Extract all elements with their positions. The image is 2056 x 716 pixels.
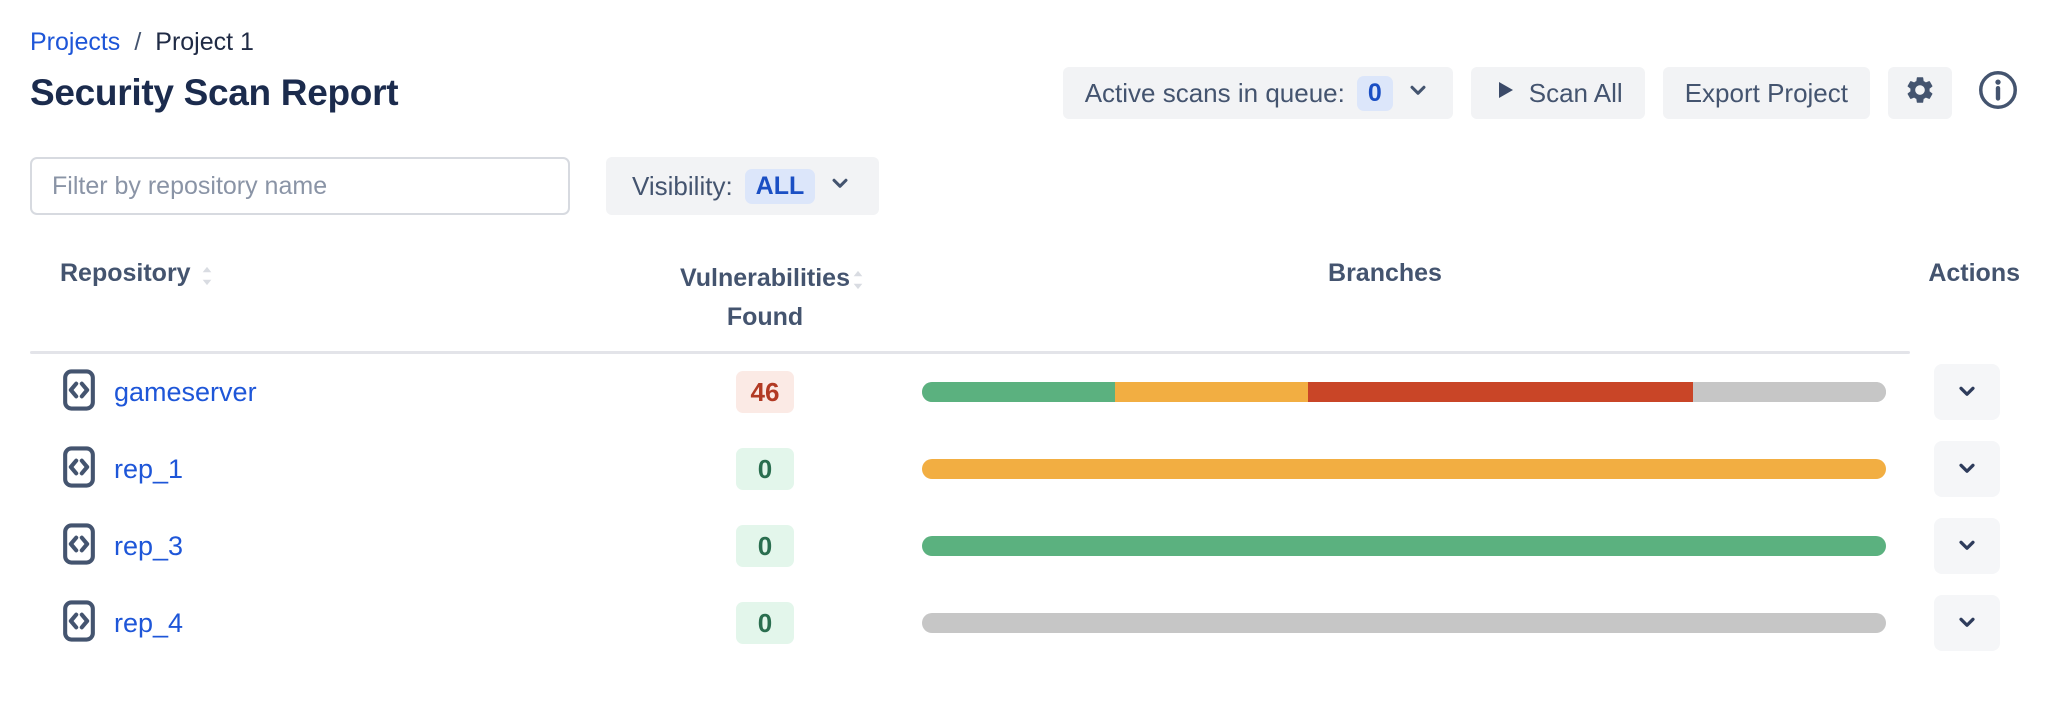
- chevron-down-icon: [1405, 77, 1431, 110]
- visibility-label: Visibility:: [632, 170, 733, 201]
- actions-cell: [1910, 518, 2026, 574]
- filter-row: Visibility: ALL: [30, 157, 2026, 215]
- column-header-actions: Actions: [1928, 259, 2020, 287]
- security-scan-report-page: Projects / Project 1 Security Scan Repor…: [30, 28, 2026, 662]
- vulnerability-count-badge: 46: [736, 371, 794, 413]
- repository-link[interactable]: rep_4: [114, 607, 184, 638]
- row-actions-dropdown[interactable]: [1934, 441, 2000, 497]
- scan-all-button[interactable]: Scan All: [1470, 67, 1645, 119]
- vulnerability-count-badge: 0: [736, 602, 794, 644]
- table-row: rep_3 0: [30, 508, 2026, 585]
- info-circle-icon: [1976, 68, 2020, 119]
- repository-link[interactable]: gameserver: [114, 376, 257, 407]
- branch-segment-failed: [1307, 382, 1694, 402]
- export-project-label: Export Project: [1684, 77, 1848, 108]
- repository-code-icon: [60, 368, 98, 417]
- table-body: gameserver 46 rep_1: [30, 354, 2026, 662]
- repository-cell: rep_1: [30, 445, 670, 494]
- branch-segment-success: [922, 536, 1886, 556]
- repository-code-icon: [60, 445, 98, 494]
- column-header-branches: Branches: [1328, 259, 1442, 287]
- vulnerabilities-cell: 0: [670, 602, 860, 644]
- repository-code-icon: [60, 599, 98, 648]
- branches-bar: [922, 613, 1886, 633]
- vulnerabilities-cell: 0: [670, 525, 860, 567]
- repositories-table: Repository Vulnerabilities Found Branche…: [30, 259, 2026, 662]
- row-actions-dropdown[interactable]: [1934, 595, 2000, 651]
- repository-filter-input[interactable]: [30, 157, 570, 215]
- chevron-down-icon: [1954, 455, 1980, 484]
- chevron-down-icon: [827, 170, 853, 203]
- breadcrumb: Projects / Project 1: [30, 28, 2026, 57]
- vulnerability-count-badge: 0: [736, 525, 794, 567]
- row-actions-dropdown[interactable]: [1934, 518, 2000, 574]
- branch-segment-warning: [922, 459, 1886, 479]
- table-header: Repository Vulnerabilities Found Branche…: [30, 259, 2026, 337]
- page-header: Security Scan Report Active scans in que…: [30, 67, 2026, 119]
- info-button[interactable]: [1970, 67, 2026, 119]
- actions-cell: [1910, 441, 2026, 497]
- export-project-button[interactable]: Export Project: [1662, 67, 1870, 119]
- breadcrumb-current-project: Project 1: [155, 28, 254, 56]
- gear-icon: [1904, 74, 1936, 113]
- toolbar: Active scans in queue: 0 Scan All Export…: [1062, 67, 2026, 119]
- branches-cell: [860, 382, 1910, 402]
- table-row: gameserver 46: [30, 354, 2026, 431]
- active-scans-count-badge: 0: [1356, 75, 1393, 111]
- vulnerabilities-cell: 46: [670, 371, 860, 413]
- table-header-divider: [30, 350, 1910, 354]
- branch-segment-none: [1693, 382, 1886, 402]
- chevron-down-icon: [1954, 532, 1980, 561]
- branches-cell: [860, 459, 1910, 479]
- visibility-value-badge: ALL: [744, 168, 816, 204]
- table-row: rep_1 0: [30, 431, 2026, 508]
- active-scans-dropdown[interactable]: Active scans in queue: 0: [1062, 67, 1453, 119]
- breadcrumb-projects-link[interactable]: Projects: [30, 28, 121, 56]
- column-header-vulnerabilities[interactable]: Vulnerabilities Found: [670, 259, 863, 337]
- breadcrumb-separator: /: [134, 28, 142, 56]
- branch-segment-warning: [1114, 382, 1308, 402]
- branch-segment-success: [922, 382, 1115, 402]
- column-header-repository[interactable]: Repository: [30, 259, 670, 296]
- chevron-down-icon: [1954, 378, 1980, 407]
- repository-cell: rep_4: [30, 599, 670, 648]
- play-icon: [1493, 78, 1517, 109]
- branches-bar: [922, 382, 1886, 402]
- settings-button[interactable]: [1888, 67, 1952, 119]
- repository-link[interactable]: rep_3: [114, 530, 184, 561]
- sort-icon[interactable]: [848, 267, 868, 300]
- actions-cell: [1910, 364, 2026, 420]
- active-scans-label: Active scans in queue:: [1084, 77, 1345, 108]
- branches-bar: [922, 536, 1886, 556]
- repository-cell: rep_3: [30, 522, 670, 571]
- actions-cell: [1910, 595, 2026, 651]
- branch-segment-none: [922, 613, 1886, 633]
- repository-code-icon: [60, 522, 98, 571]
- page-title: Security Scan Report: [30, 72, 399, 113]
- repository-cell: gameserver: [30, 368, 670, 417]
- visibility-dropdown[interactable]: Visibility: ALL: [606, 157, 880, 215]
- chevron-down-icon: [1954, 609, 1980, 638]
- vulnerability-count-badge: 0: [736, 448, 794, 490]
- vulnerabilities-cell: 0: [670, 448, 860, 490]
- row-actions-dropdown[interactable]: [1934, 364, 2000, 420]
- repository-link[interactable]: rep_1: [114, 453, 184, 484]
- branches-cell: [860, 613, 1910, 633]
- branches-bar: [922, 459, 1886, 479]
- scan-all-label: Scan All: [1528, 77, 1623, 108]
- branches-cell: [860, 536, 1910, 556]
- table-row: rep_4 0: [30, 585, 2026, 662]
- sort-icon[interactable]: [197, 263, 217, 296]
